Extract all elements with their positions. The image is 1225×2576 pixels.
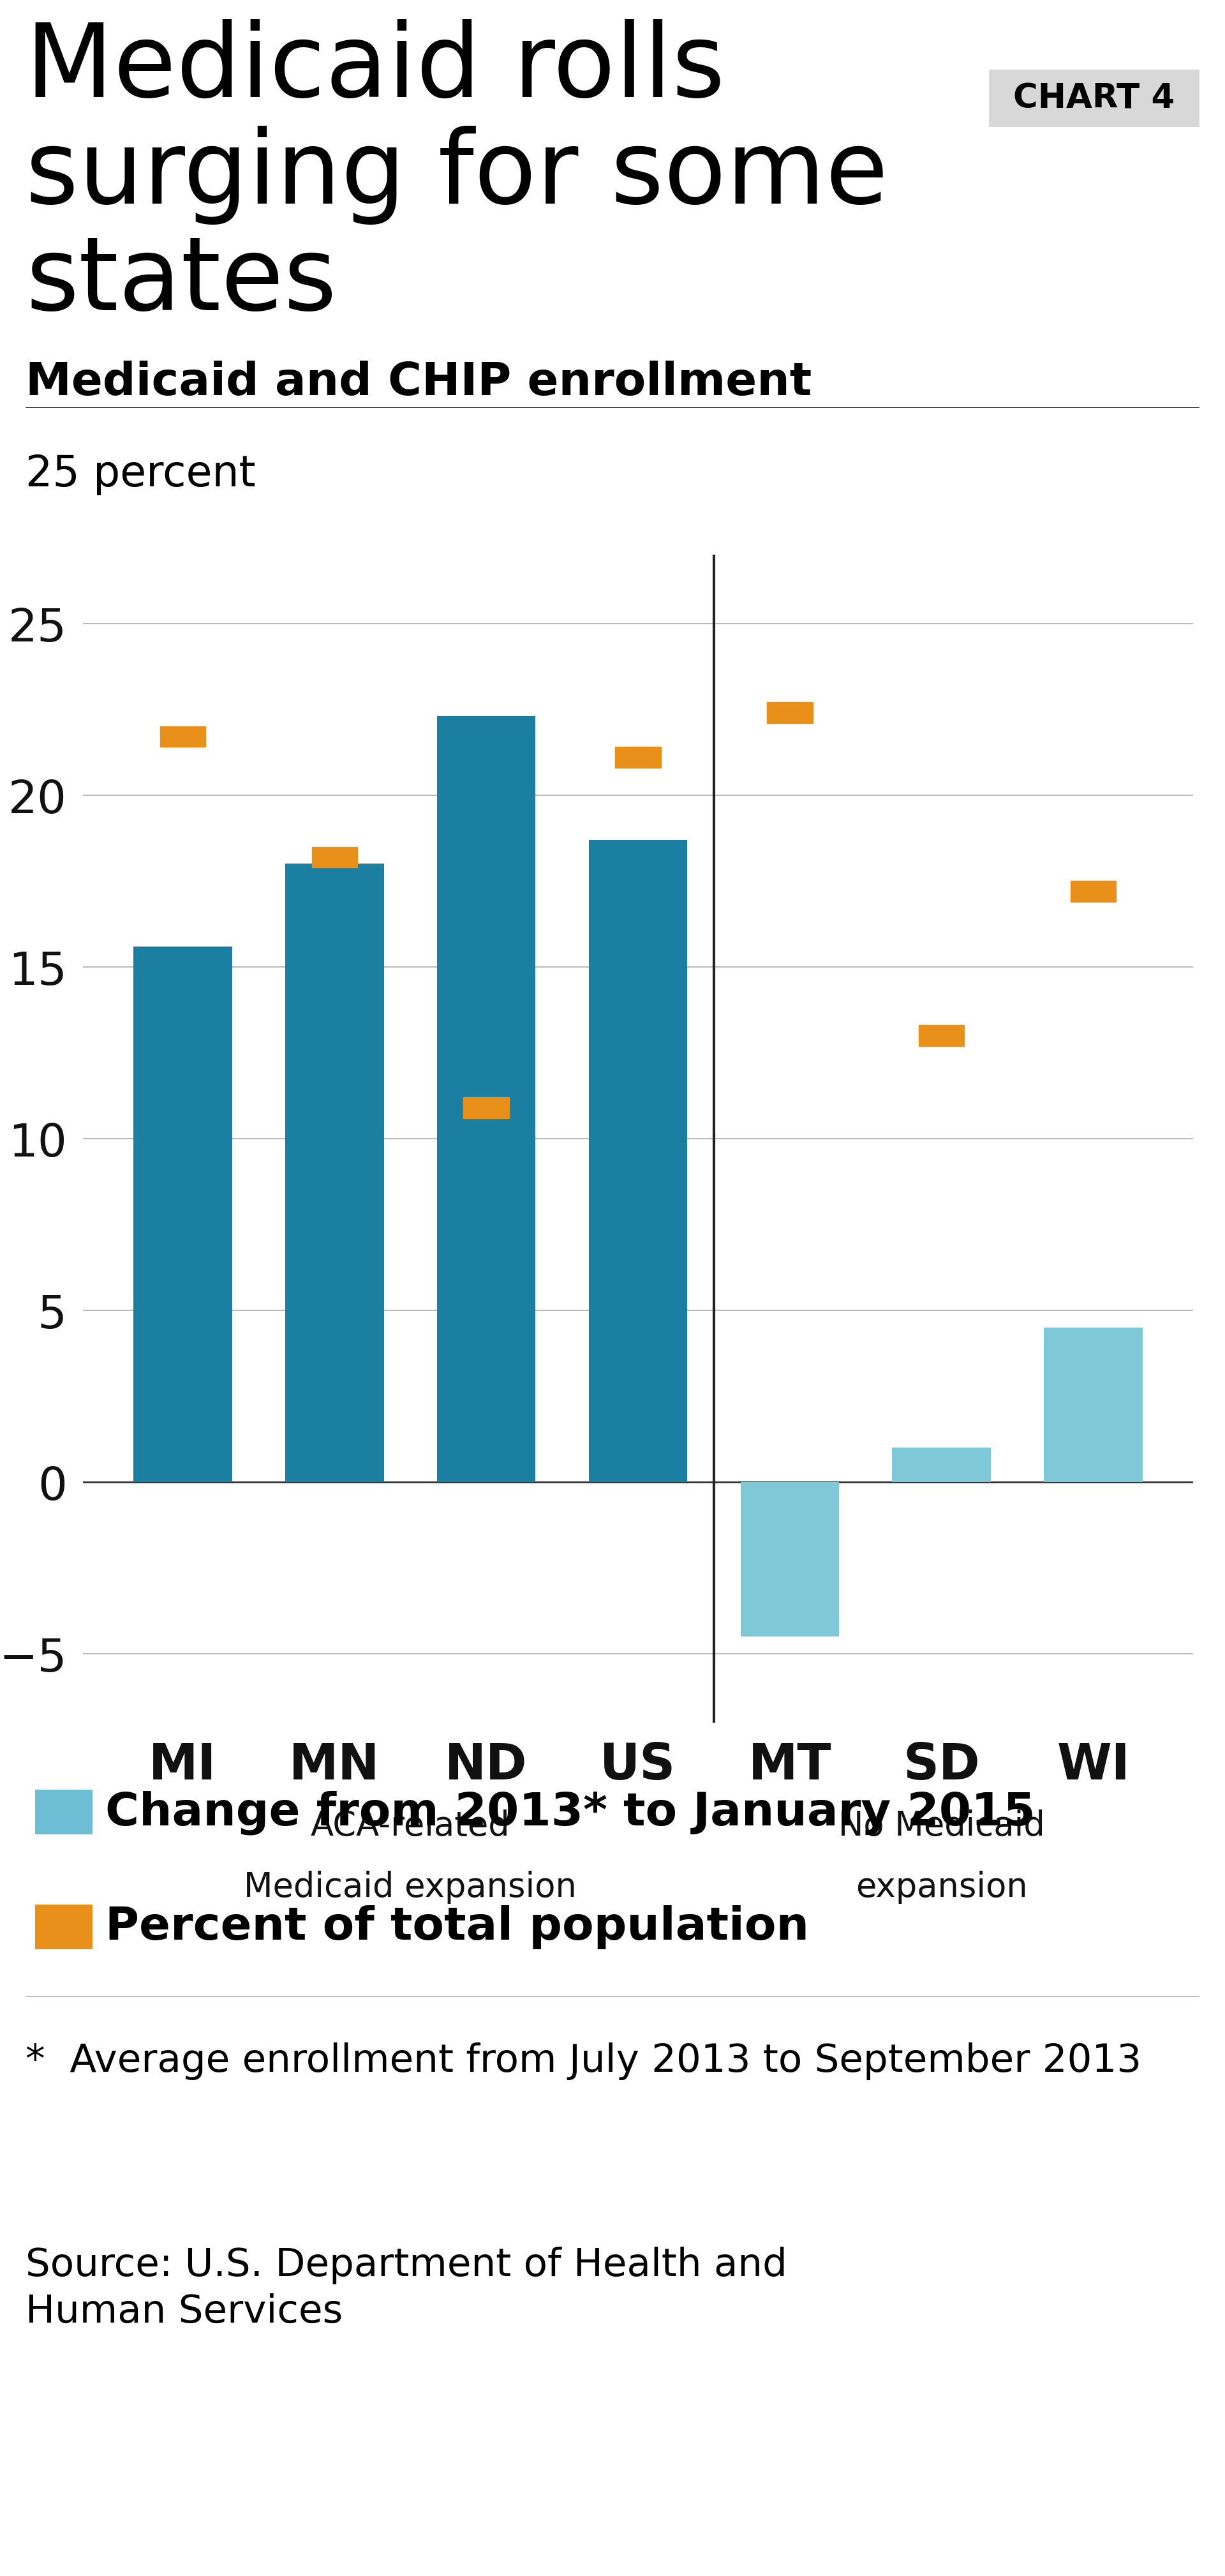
Text: Change from 2013* to January 2015: Change from 2013* to January 2015 xyxy=(105,1790,1035,1834)
Bar xyxy=(615,747,660,768)
Text: ACA-related: ACA-related xyxy=(311,1808,510,1842)
Text: No Medicaid: No Medicaid xyxy=(838,1808,1045,1842)
Bar xyxy=(463,1097,510,1118)
Bar xyxy=(311,848,358,868)
Text: Medicaid expansion: Medicaid expansion xyxy=(244,1870,577,1904)
Bar xyxy=(767,703,812,724)
Bar xyxy=(1071,881,1116,902)
Text: 25 percent: 25 percent xyxy=(26,453,256,495)
Bar xyxy=(919,1025,964,1046)
Text: expansion: expansion xyxy=(855,1870,1028,1904)
Bar xyxy=(134,945,232,1481)
Bar xyxy=(589,840,687,1481)
Bar xyxy=(740,1481,839,1636)
Text: *  Average enrollment from July 2013 to September 2013: * Average enrollment from July 2013 to S… xyxy=(26,2043,1142,2079)
Bar xyxy=(285,863,383,1481)
Text: Percent of total population: Percent of total population xyxy=(105,1906,809,1950)
Bar xyxy=(437,716,535,1481)
Bar xyxy=(1044,1327,1143,1481)
Bar xyxy=(160,726,206,747)
Text: Medicaid and CHIP enrollment: Medicaid and CHIP enrollment xyxy=(26,361,812,404)
Text: Medicaid rolls
surging for some
states: Medicaid rolls surging for some states xyxy=(26,18,888,332)
Text: CHART 4: CHART 4 xyxy=(1013,82,1175,116)
Bar xyxy=(892,1448,991,1481)
Text: Source: U.S. Department of Health and
Human Services: Source: U.S. Department of Health and Hu… xyxy=(26,2246,788,2331)
